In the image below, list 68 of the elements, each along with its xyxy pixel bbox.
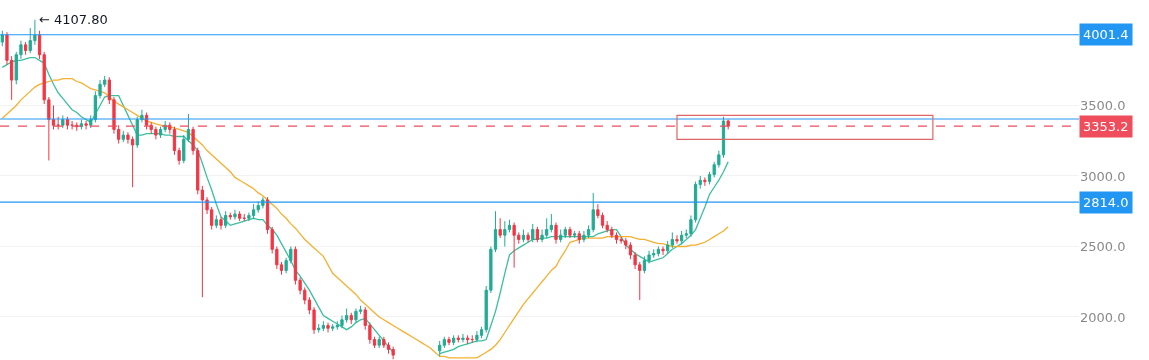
candlestick: [498, 217, 502, 239]
candlestick: [568, 226, 572, 239]
ref-line-label: 2814.0: [1083, 195, 1129, 210]
candlestick: [56, 116, 60, 130]
candlestick: [661, 245, 665, 256]
candlestick: [535, 226, 540, 243]
candlestick: [666, 240, 670, 255]
candlestick: [89, 114, 93, 129]
candlestick: [679, 230, 684, 245]
candlestick: [726, 119, 730, 130]
candlestick: [84, 120, 88, 130]
ref-line-label: 4001.4: [1083, 27, 1129, 42]
candlestick: [214, 214, 218, 229]
candlestick: [559, 229, 563, 243]
annotation: ← 4107.80: [39, 12, 108, 27]
candlestick: [577, 230, 581, 245]
candlestick: [354, 308, 358, 324]
candlestick: [675, 234, 679, 245]
y-tick-label: 2000.0: [1080, 309, 1126, 325]
candlestick: [656, 245, 661, 257]
candlestick: [219, 216, 223, 231]
candlestick: [549, 213, 553, 233]
candlestick: [521, 229, 526, 243]
candlestick: [317, 323, 321, 333]
candlestick: [135, 116, 139, 149]
candlestick: [344, 308, 349, 324]
candlestick: [442, 336, 446, 349]
candlestick: [228, 212, 232, 221]
candlestick: [321, 320, 326, 332]
candlestick: [554, 222, 558, 245]
candlestick: [0, 30, 4, 47]
candlestick: [377, 336, 381, 349]
candlestick: [237, 210, 242, 222]
candlestick: [331, 323, 335, 332]
candlestick: [526, 231, 530, 243]
candlestick: [475, 330, 479, 343]
y-tick-label: 3500.0: [1080, 98, 1126, 114]
candlestick: [130, 136, 135, 188]
candlestick: [349, 312, 353, 325]
candlestick: [452, 334, 456, 346]
candlestick: [614, 231, 619, 245]
candlestick: [121, 130, 125, 143]
candlestick: [61, 114, 65, 129]
candlestick: [670, 231, 674, 249]
y-tick-label: 3000.0: [1080, 168, 1126, 184]
candlestick: [386, 341, 391, 355]
candlestick: [531, 223, 535, 243]
candlestick: [461, 333, 465, 343]
candlestick: [465, 334, 470, 345]
candlestick: [456, 334, 460, 343]
candlestick: [447, 336, 451, 346]
candlestick: [326, 322, 330, 333]
candlestick: [224, 210, 228, 229]
candlestick: [438, 340, 442, 357]
y-tick-label: 2500.0: [1080, 239, 1126, 255]
candlestick: [70, 120, 74, 130]
ref-line-label: 3353.2: [1083, 119, 1129, 134]
candlestick: [503, 220, 507, 247]
candlestick: [703, 176, 707, 187]
candlestick: [642, 255, 647, 274]
candlestick: [391, 346, 395, 360]
candlestick: [51, 104, 56, 130]
candlestick: [572, 230, 577, 239]
candlestick: [79, 119, 84, 130]
candlestick: [23, 41, 28, 56]
candlestick: [251, 203, 256, 219]
candlestick: [563, 226, 567, 239]
candlestick: [233, 209, 237, 221]
